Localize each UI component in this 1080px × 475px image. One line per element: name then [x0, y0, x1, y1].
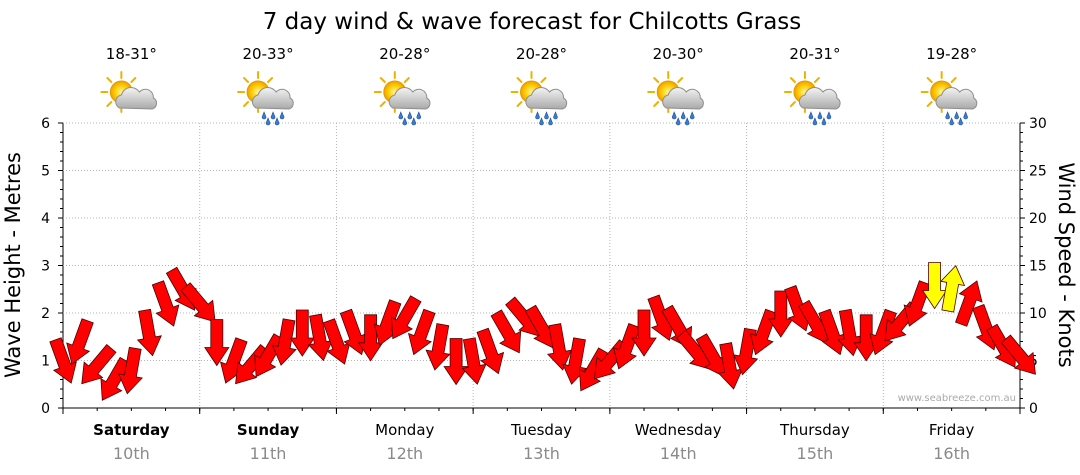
day-name-label: Tuesday [510, 421, 572, 439]
y-right-tick-label: 20 [1029, 211, 1047, 227]
temperature-range: 19-28° [926, 45, 977, 63]
showers-icon [237, 71, 294, 126]
y-left-tick-label: 0 [41, 401, 50, 417]
partly-cloudy-icon [100, 71, 158, 113]
gridlines [63, 122, 1020, 408]
y-left-tick-label: 3 [41, 259, 50, 275]
y-left-tick-label: 6 [41, 116, 50, 132]
watermark: www.seabreeze.com.au [898, 393, 1016, 404]
day-name-label: Wednesday [635, 421, 722, 439]
temperature-range: 20-31° [789, 45, 840, 63]
wind-arrow [476, 327, 505, 375]
wind-arrow [443, 338, 469, 386]
wind-arrow [631, 309, 657, 357]
y-right-tick-label: 0 [1029, 401, 1038, 417]
showers-icon [510, 71, 568, 126]
wind-arrow [81, 344, 117, 385]
y-axis-right-title: Wind Speed - Knots [1054, 162, 1078, 367]
y-left-tick-label: 1 [41, 354, 50, 370]
wind-arrow [733, 327, 759, 376]
wind-arrow [66, 318, 94, 365]
wind-arrow [204, 319, 230, 367]
day-name-label: Monday [375, 421, 434, 439]
axis-labels: 0123456051015202530Saturday10thSunday11t… [41, 116, 1047, 463]
wind-arrow [613, 323, 641, 370]
wind-arrows [49, 262, 1036, 401]
wind-arrow [547, 323, 573, 371]
temperature-range: 20-28° [516, 45, 567, 63]
wind-arrow [100, 356, 132, 401]
wind-arrow [940, 264, 966, 313]
wind-arrow [869, 308, 897, 356]
weather-row: 18-31° 20-33° 20-28° 20-28° 20-30° 20-31° 19-2… [100, 45, 978, 126]
wind-arrow [271, 318, 297, 366]
wind-arrow [578, 347, 610, 392]
wind-arrow [490, 309, 522, 354]
wind-arrow [151, 280, 180, 327]
y-left-tick-label: 4 [41, 211, 50, 227]
day-date-label: 15th [797, 444, 834, 463]
day-name-label: Sunday [237, 421, 300, 439]
temperature-range: 18-31° [106, 45, 157, 63]
wind-arrow [117, 346, 143, 395]
showers-icon [920, 71, 978, 126]
wind-arrow [136, 308, 162, 357]
y-axis-left-title: Wave Height - Metres [1, 152, 25, 378]
temperature-range: 20-33° [243, 45, 294, 63]
y-left-tick-label: 2 [41, 306, 50, 322]
wind-arrow [461, 337, 487, 385]
day-date-label: 13th [523, 444, 560, 463]
wind-arrow [425, 323, 451, 371]
axis-ticks [58, 122, 1025, 414]
day-date-label: 10th [113, 444, 150, 463]
showers-icon [647, 71, 704, 126]
y-right-tick-label: 15 [1029, 259, 1047, 275]
wind-arrow [408, 308, 436, 356]
temperature-range: 20-30° [653, 45, 704, 63]
y-right-tick-label: 10 [1029, 306, 1047, 322]
wind-arrow [180, 282, 216, 323]
y-left-tick-label: 5 [41, 164, 50, 180]
wind-arrow [49, 337, 77, 384]
y-right-tick-label: 30 [1029, 116, 1047, 132]
day-date-label: 16th [933, 444, 970, 463]
day-date-label: 14th [660, 444, 697, 463]
day-date-label: 11th [250, 444, 287, 463]
day-name-label: Saturday [93, 421, 170, 439]
wind-arrow [390, 295, 422, 340]
wind-arrow [955, 280, 983, 327]
wind-arrow [254, 333, 285, 378]
showers-icon [373, 71, 431, 126]
wind-arrow [1000, 334, 1036, 375]
y-right-tick-label: 25 [1029, 164, 1047, 180]
day-date-label: 12th [386, 444, 423, 463]
chart-title: 7 day wind & wave forecast for Chilcotts… [263, 9, 802, 35]
temperature-range: 20-28° [379, 45, 430, 63]
showers-icon [783, 71, 841, 126]
day-name-label: Thursday [779, 421, 850, 439]
day-name-label: Friday [929, 421, 975, 439]
